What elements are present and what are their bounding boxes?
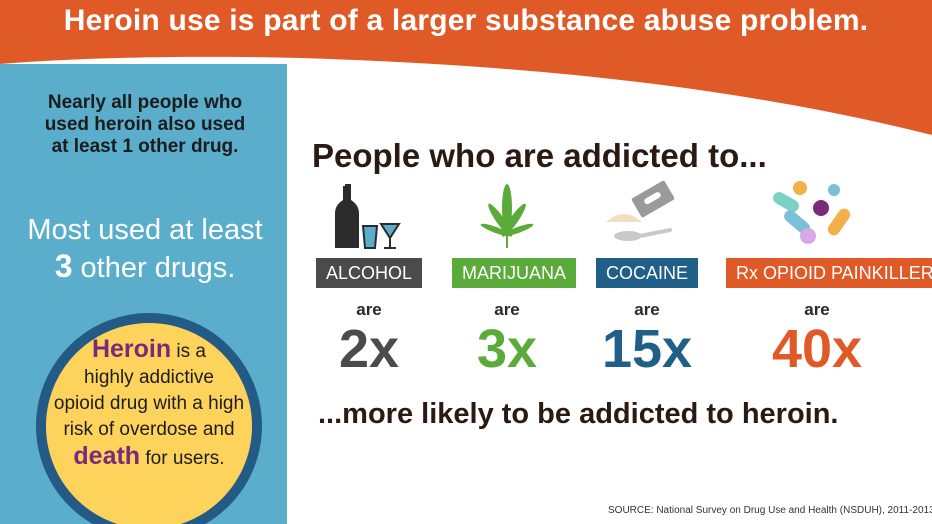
are-text: are xyxy=(634,300,660,319)
most-used-statement: Most used at least 3 other drugs. xyxy=(12,212,278,286)
are-text: are xyxy=(804,300,830,319)
conclusion-text: ...more likely to be addicted to heroin. xyxy=(318,398,839,430)
callout-after-heroin: is a xyxy=(171,341,207,362)
most-used-line-2: 3 other drugs. xyxy=(12,248,278,286)
callout-line-5: death for users. xyxy=(36,443,262,472)
cannabis-leaf-icon xyxy=(452,178,562,258)
multiplier-value: 3x xyxy=(476,319,538,379)
callout-line-1: Heroin is a xyxy=(36,336,262,365)
page-title: Heroin use is part of a larger substance… xyxy=(63,4,869,37)
most-used-rest: other drugs. xyxy=(72,252,236,284)
subtitle: People who are addicted to... xyxy=(312,137,767,174)
sidebar-intro-line: Nearly all people who xyxy=(47,92,243,113)
source-citation: SOURCE: National Survey on Drug Use and … xyxy=(608,505,932,516)
drug-column-alcohol: ALCOHOL are 2x xyxy=(315,178,423,378)
drug-label: COCAINE xyxy=(595,258,698,288)
drug-label: Rx OPIOID PAINKILLERS xyxy=(726,258,932,288)
multiplier-value: 40x xyxy=(771,319,863,379)
heroin-callout-text: Heroin is a highly addictive opioid drug… xyxy=(36,336,262,472)
callout-line-2: highly addictive xyxy=(84,367,214,388)
drug-column-rx-opioid: Rx OPIOID PAINKILLERS are 40x xyxy=(726,178,932,379)
callout-death-word: death xyxy=(73,442,141,470)
callout-line-4: risk of overdose and xyxy=(63,419,235,440)
drug-label: ALCOHOL xyxy=(315,258,423,288)
drug-label: MARIJUANA xyxy=(452,258,577,288)
most-used-number: 3 xyxy=(54,248,73,284)
sidebar-intro: Nearly all people who used heroin also u… xyxy=(20,92,270,158)
drug-column-marijuana: MARIJUANA are 3x xyxy=(452,178,577,379)
are-text: are xyxy=(494,300,520,319)
heroin-callout-circle xyxy=(36,313,262,524)
razor-spoon-powder-icon xyxy=(592,178,702,258)
multiplier-value: 2x xyxy=(338,319,400,379)
alcohol-bottle-glasses-icon xyxy=(315,178,423,258)
callout-heroin-word: Heroin xyxy=(91,335,172,363)
header-band xyxy=(0,0,932,135)
sidebar-intro-line: used heroin also used xyxy=(44,114,246,135)
callout-line-3: opioid drug with a high xyxy=(53,393,245,414)
sidebar-intro-line: at least 1 other drug. xyxy=(51,136,239,157)
pills-icon xyxy=(726,178,908,258)
most-used-line-1: Most used at least xyxy=(27,214,263,246)
callout-after-death: for users. xyxy=(140,448,225,469)
multiplier-value: 15x xyxy=(601,319,693,379)
are-text: are xyxy=(356,300,382,319)
drug-column-cocaine: COCAINE are 15x xyxy=(592,178,702,378)
